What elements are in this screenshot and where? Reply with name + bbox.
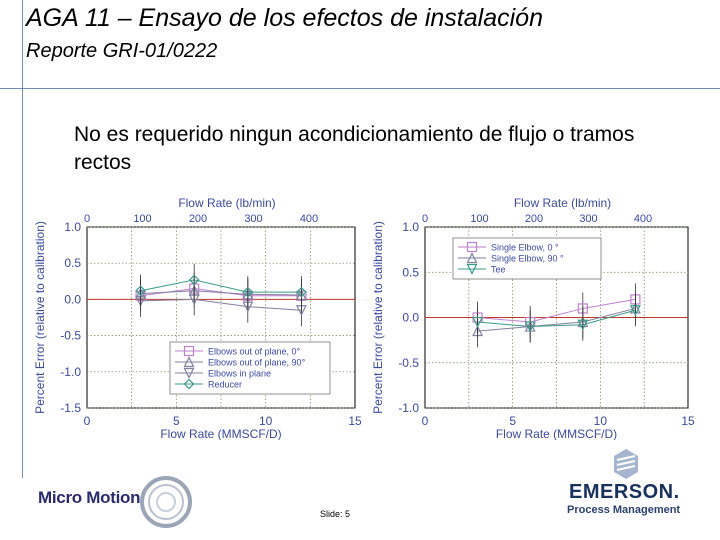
chart0-x2-tick-label: 100	[133, 213, 151, 225]
chart1-data-point	[472, 316, 484, 328]
chart0-y-tick-label: 0.0	[64, 292, 81, 306]
chart0-series-line	[140, 279, 302, 293]
chart1-y-tick-label: 0.0	[402, 311, 419, 325]
chart0-data-point	[188, 274, 200, 286]
chart0-y-tick-label: 1.0	[64, 220, 81, 234]
chart0-series-4	[135, 263, 307, 309]
chart0-x2-tick-label: 200	[189, 213, 207, 225]
chart1-legend-label: Tee	[491, 265, 506, 275]
chart1-series-line	[477, 309, 636, 328]
chart1-x2-axis-label: Flow Rate (lb/min)	[514, 196, 611, 210]
chart0-legend-label: Elbows out of plane, 90°	[208, 358, 306, 368]
slide-title: AGA 11 – Ensayo de los efectos de instal…	[26, 4, 543, 32]
chart-left: 1.0 0.5 0.0 -0.5 -1.0 -1.5 0 5 10 15 0 100 200 300 400…	[30, 190, 370, 440]
chart0-data-point	[296, 286, 307, 298]
chart1-y-tick-label: 0.5	[402, 265, 419, 279]
chart1-x2-tick-label: 300	[579, 213, 597, 225]
chart0-legend-marker	[183, 345, 195, 357]
chart1-x2-tick-label: 0	[422, 213, 428, 225]
chart0-x2-tick-label: 0	[84, 213, 90, 225]
chart0-x-tick-label: 5	[173, 414, 180, 428]
chart1-x-tick-label: 15	[681, 414, 695, 428]
micro-motion-emblem-icon	[140, 476, 192, 528]
chart1-y-tick-label: -1.0	[398, 401, 419, 415]
chart1-legend: Single Elbow, 0 °Single Elbow, 90 °Tee	[452, 237, 602, 280]
chart0-legend: Elbows out of plane, 0°Elbows out of pla…	[169, 341, 331, 395]
chart1-x-tick-label: 10	[594, 414, 608, 428]
chart1-series-3	[472, 294, 641, 343]
micro-motion-logo: Micro Motion	[35, 475, 195, 533]
chart0-legend-marker	[183, 356, 195, 368]
chart1-legend-label: Single Elbow, 0 °	[491, 243, 559, 253]
chart0-data-point	[135, 285, 146, 297]
chart0-legend-marker	[183, 378, 195, 390]
chart0-data-point	[242, 286, 254, 298]
chart0-legend-marker	[183, 367, 195, 379]
chart1-series-line	[477, 307, 636, 332]
chart0-x2-tick-label: 400	[300, 213, 318, 225]
chart1-legend-marker	[466, 241, 478, 253]
slide-subtitle: Reporte GRI-01/0222	[26, 40, 218, 62]
chart0-y-tick-label: -1.0	[60, 365, 81, 379]
chart0-series-line	[140, 298, 302, 311]
chart0-legend-label: Elbows in plane	[208, 369, 271, 379]
chart1-x2-tick-label: 400	[634, 213, 652, 225]
chart1-y-tick-label: -0.5	[398, 356, 419, 370]
vertical-accent-line	[22, 0, 23, 478]
chart1-x2-tick-label: 200	[525, 213, 543, 225]
chart0-x2-tick-label: 300	[244, 213, 262, 225]
chart-left-svg: 1.00.50.0-0.5-1.0-1.50 5 10 150 100 200 300 400…	[33, 196, 362, 440]
chart1-legend-marker	[466, 252, 478, 264]
chart0-y-tick-label: -1.5	[60, 401, 81, 415]
chart1-x-tick-label: 5	[509, 414, 516, 428]
chart1-y-axis-label: Percent Error (relative to calibration)	[371, 221, 385, 414]
chart1-y-tick-label: 1.0	[402, 220, 419, 234]
chart0-legend-label: Elbows out of plane, 0°	[208, 347, 301, 357]
chart0-x2-axis-label: Flow Rate (lb/min)	[178, 196, 275, 210]
emerson-logo: EMERSON. Process Management	[555, 448, 695, 520]
chart0-x-axis-label: Flow Rate (MMSCF/D)	[160, 427, 281, 440]
chart1-series-line	[477, 298, 636, 323]
chart1-x-tick-label: 0	[422, 414, 429, 428]
slide-body-text: No es requerido ningun acondicionamiento…	[74, 123, 635, 174]
chart-right-svg: 1.00.50.0-0.5-1.00 5 10 150 100 200 300 400Flow…	[371, 196, 695, 440]
chart1-legend-marker	[466, 263, 478, 275]
chart1-legend-label: Single Elbow, 90 °	[491, 254, 564, 264]
chart0-y-tick-label: 0.5	[64, 256, 81, 270]
chart0-series-line	[140, 290, 302, 296]
slide-number: Slide: 5	[320, 509, 351, 519]
horizontal-accent-line	[0, 88, 720, 89]
chart0-x-tick-label: 15	[348, 414, 362, 428]
chart0-y-axis-label: Percent Error (relative to calibration)	[33, 221, 47, 414]
chart0-x-tick-label: 10	[259, 414, 273, 428]
chart0-y-tick-label: -0.5	[60, 329, 81, 343]
chart1-data-point	[577, 319, 589, 331]
chart0-legend-label: Reducer	[208, 380, 242, 390]
chart1-data-point	[524, 321, 536, 333]
emerson-emblem-icon	[614, 449, 638, 479]
emerson-logo-subtitle: Process Management	[567, 504, 681, 516]
chart0-x-tick-label: 0	[84, 414, 91, 428]
micro-motion-logo-text: Micro Motion	[38, 488, 141, 507]
chart1-x2-tick-label: 100	[470, 213, 488, 225]
chart1-x-axis-label: Flow Rate (MMSCF/D)	[496, 427, 617, 440]
chart1-data-point	[629, 305, 641, 317]
emerson-logo-text: EMERSON.	[569, 481, 680, 503]
chart-right: 1.0 0.5 0.0 -0.5 -1.0 0 5 10 15 0 100 200 300 400 Flow…	[368, 190, 713, 440]
